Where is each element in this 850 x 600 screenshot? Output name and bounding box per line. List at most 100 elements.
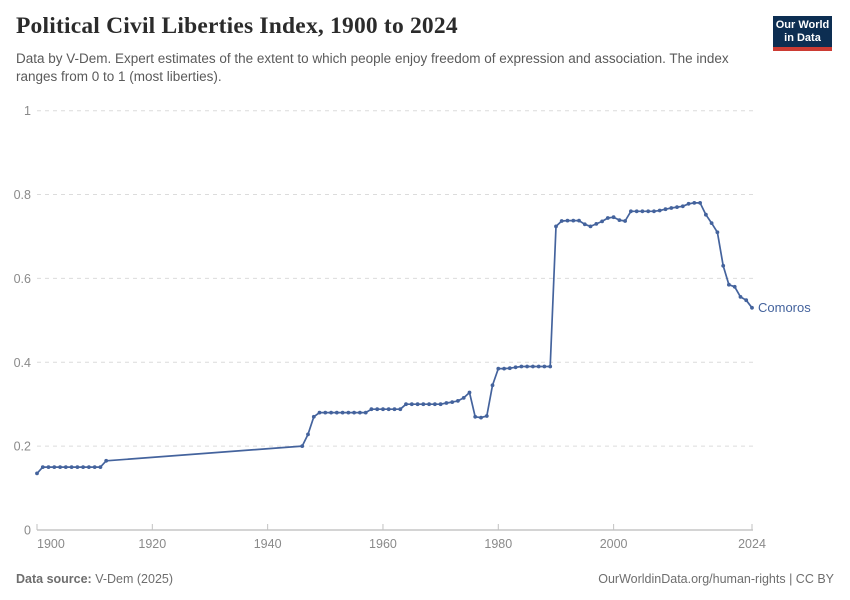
data-point bbox=[502, 366, 506, 371]
data-point bbox=[554, 224, 558, 229]
data-point bbox=[663, 207, 668, 212]
data-point bbox=[317, 410, 322, 415]
owid-logo-line2: in Data bbox=[784, 31, 821, 44]
x-tick-label: 1980 bbox=[484, 537, 512, 551]
data-point bbox=[548, 364, 553, 369]
data-point bbox=[456, 399, 460, 403]
data-point bbox=[496, 366, 501, 371]
data-point bbox=[334, 410, 339, 415]
data-point bbox=[352, 410, 356, 415]
chart-header: Political Civil Liberties Index, 1900 to… bbox=[0, 0, 850, 100]
x-tick-label: 1940 bbox=[254, 537, 282, 551]
data-point bbox=[698, 201, 702, 205]
data-point bbox=[559, 219, 564, 223]
y-tick-label: 1 bbox=[24, 104, 31, 118]
data-point bbox=[721, 263, 726, 268]
data-point bbox=[444, 401, 449, 405]
data-point bbox=[369, 407, 374, 412]
data-point bbox=[329, 410, 333, 415]
owid-logo-line1: Our World bbox=[775, 18, 830, 31]
data-point bbox=[652, 209, 656, 214]
data-point bbox=[519, 364, 524, 369]
chart-subtitle: Data by V-Dem. Expert estimates of the e… bbox=[16, 51, 729, 84]
y-tick-label: 0 bbox=[24, 524, 31, 538]
data-point bbox=[507, 366, 512, 371]
chart-footer: Data source: V-Dem (2025) OurWorldinData… bbox=[16, 572, 834, 586]
data-point bbox=[686, 201, 691, 206]
data-point bbox=[40, 465, 45, 469]
data-point bbox=[605, 216, 610, 220]
data-source-label: Data source: bbox=[16, 572, 92, 586]
data-point bbox=[35, 471, 39, 476]
data-point bbox=[669, 206, 674, 210]
data-point bbox=[323, 410, 328, 415]
data-point bbox=[306, 432, 310, 437]
data-point bbox=[571, 218, 576, 223]
data-point bbox=[611, 215, 616, 220]
series-entity-label: Comoros bbox=[758, 300, 811, 316]
data-point bbox=[490, 383, 495, 388]
data-point bbox=[525, 364, 529, 369]
data-point bbox=[427, 402, 431, 407]
data-point bbox=[300, 444, 305, 448]
data-point bbox=[657, 208, 662, 213]
data-point bbox=[727, 282, 731, 287]
data-point bbox=[381, 407, 385, 412]
data-source-value: V-Dem (2025) bbox=[91, 572, 174, 586]
data-point bbox=[46, 465, 51, 469]
data-point bbox=[404, 402, 408, 407]
y-tick-label: 0.4 bbox=[14, 356, 31, 370]
data-point bbox=[594, 222, 599, 226]
data-point bbox=[461, 396, 466, 400]
data-point bbox=[87, 465, 91, 469]
x-tick-label: 1900 bbox=[37, 537, 65, 551]
data-point bbox=[692, 201, 697, 205]
y-tick-label: 0.8 bbox=[14, 188, 31, 202]
data-point bbox=[340, 410, 345, 415]
data-point bbox=[732, 284, 737, 289]
data-point bbox=[450, 400, 455, 404]
data-point bbox=[629, 209, 633, 214]
data-point bbox=[421, 402, 426, 407]
data-point bbox=[577, 218, 581, 223]
data-point bbox=[588, 224, 593, 229]
data-point bbox=[358, 410, 362, 415]
data-point bbox=[634, 209, 639, 214]
data-point bbox=[438, 402, 443, 407]
data-point bbox=[680, 204, 685, 209]
data-point bbox=[623, 219, 627, 223]
data-point bbox=[513, 365, 518, 370]
data-point bbox=[531, 364, 535, 369]
data-point bbox=[392, 407, 397, 412]
data-point bbox=[346, 410, 351, 415]
x-tick-label: 2024 bbox=[738, 537, 766, 551]
data-point bbox=[617, 218, 622, 223]
data-point bbox=[565, 218, 570, 223]
data-point bbox=[311, 414, 316, 419]
data-source: Data source: V-Dem (2025) bbox=[16, 572, 173, 586]
data-point bbox=[704, 212, 708, 217]
data-point bbox=[473, 414, 478, 419]
series-line bbox=[36, 202, 753, 475]
data-point bbox=[69, 465, 74, 469]
data-point bbox=[479, 415, 483, 420]
x-tick-label: 1920 bbox=[138, 537, 166, 551]
data-point bbox=[709, 221, 714, 226]
page-title: Political Civil Liberties Index, 1900 to… bbox=[16, 13, 458, 39]
owid-link[interactable]: OurWorldinData.org/human-rights | CC BY bbox=[598, 572, 834, 586]
data-point bbox=[675, 205, 679, 210]
x-tick-label: 1960 bbox=[369, 537, 397, 551]
data-point bbox=[409, 402, 414, 407]
data-point bbox=[536, 364, 541, 369]
data-point bbox=[58, 465, 62, 469]
x-tick-label: 2000 bbox=[600, 537, 628, 551]
data-point bbox=[92, 465, 97, 469]
data-point bbox=[467, 390, 472, 395]
data-point bbox=[52, 465, 57, 469]
data-point bbox=[582, 222, 587, 227]
data-point bbox=[744, 298, 749, 303]
data-point bbox=[738, 295, 743, 299]
